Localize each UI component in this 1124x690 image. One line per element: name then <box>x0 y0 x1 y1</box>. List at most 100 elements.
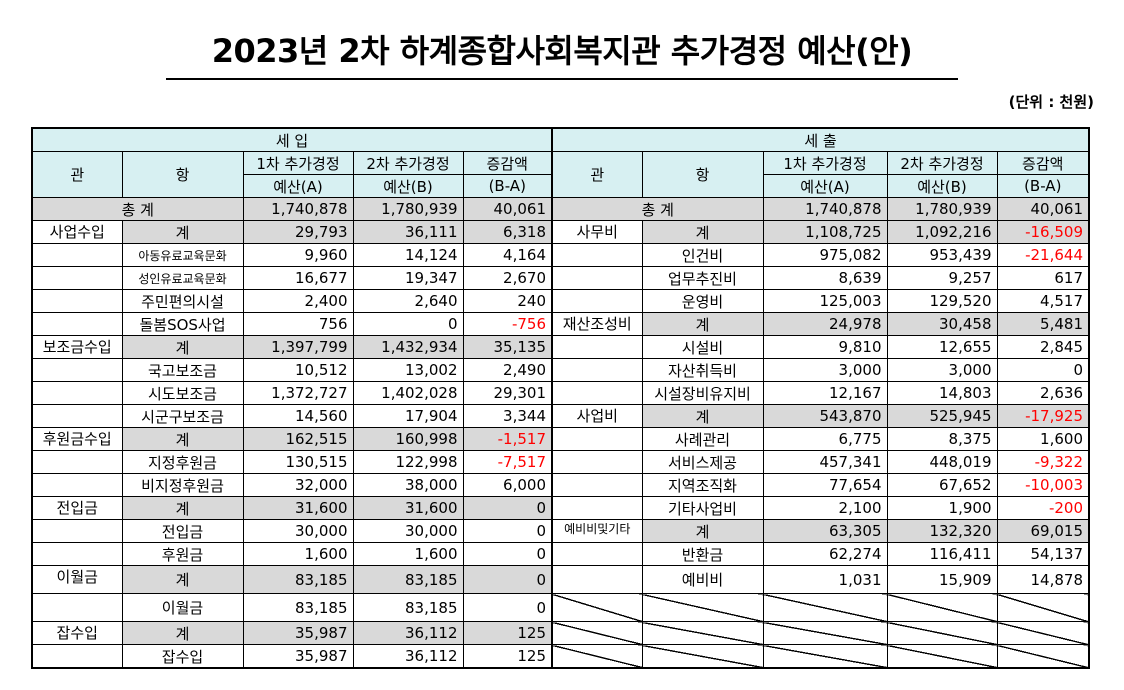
table-row: 국고보조금 10,512 13,002 2,490 자산취득비 3,000 3,000 0 <box>31 358 1090 382</box>
income-a-cell: 83,185 <box>242 565 354 594</box>
expense-a-cell: 1,108,725 <box>762 220 888 244</box>
title-underline <box>166 78 958 80</box>
expense-hang-cell: 자산취득비 <box>641 358 764 382</box>
expense-hang-cell: 시설비 <box>641 335 764 359</box>
expense-total-b: 1,780,939 <box>886 197 998 221</box>
income-hang-cell: 비지정후원금 <box>121 473 244 497</box>
expense-gwan-cell <box>551 542 643 566</box>
expense-diff-cell: -10,003 <box>996 473 1090 497</box>
table-row: 비지정후원금 32,000 38,000 6,000 지역조직화 77,654 67,652… <box>31 473 1090 497</box>
income-total-a: 1,740,878 <box>242 197 354 221</box>
income-diff-cell: 0 <box>462 593 553 622</box>
income-b-cell: 1,402,028 <box>352 381 464 405</box>
income-diff-cell: -1,517 <box>462 427 553 451</box>
expense-diff-cell: -17,925 <box>996 404 1090 428</box>
income-hang-cell: 계 <box>121 565 244 594</box>
empty-slash-cell <box>551 593 643 622</box>
income-gwan-cell: 잡수입 <box>31 621 123 645</box>
expense-diff-cell: 5,481 <box>996 312 1090 336</box>
income-b-cell: 160,998 <box>352 427 464 451</box>
income-b-cell: 2,640 <box>352 289 464 313</box>
empty-slash-cell <box>886 644 998 669</box>
empty-slash-cell <box>762 621 888 645</box>
income-diff-cell: 0 <box>462 519 553 543</box>
empty-slash-cell <box>641 593 764 622</box>
income-hang-cell: 계 <box>121 427 244 451</box>
income-hang-cell: 돌봄SOS사업 <box>121 312 244 336</box>
expense-total-label: 총 계 <box>551 197 764 221</box>
income-diff-cell: 125 <box>462 621 553 645</box>
expense-a-cell: 3,000 <box>762 358 888 382</box>
empty-slash-cell <box>551 644 643 669</box>
income-a-cell: 30,000 <box>242 519 354 543</box>
expense-b-cell: 448,019 <box>886 450 998 474</box>
expense-gwan-cell: 재산조성비 <box>551 312 643 336</box>
income-a-cell: 10,512 <box>242 358 354 382</box>
expense-diff-cell: 69,015 <box>996 519 1090 543</box>
table-row: 전입금 계 31,600 31,600 0 기타사업비 2,100 1,900 -200 <box>31 496 1090 520</box>
expense-hang-cell: 예비비 <box>641 565 764 594</box>
expense-gwan-cell <box>551 381 643 405</box>
budget-table: 세 입 세 출 관 항 1차 추가경정 2차 추가경정 증감액 관 항 1차 추… <box>31 127 1090 669</box>
expense-gwan-header: 관 <box>551 151 643 198</box>
expense-hang-cell: 시설장비유지비 <box>641 381 764 405</box>
expense-a-cell: 1,031 <box>762 565 888 594</box>
expense-gwan-cell <box>551 358 643 382</box>
expense-first-header: 1차 추가경정 <box>762 151 888 175</box>
table-row: 시군구보조금 14,560 17,904 3,344 사업비 계 543,870 525,94… <box>31 404 1090 428</box>
income-hang-cell: 계 <box>121 496 244 520</box>
income-b-cell: 14,124 <box>352 243 464 267</box>
expense-diff-cell: 14,878 <box>996 565 1090 594</box>
expense-diff-cell: 0 <box>996 358 1090 382</box>
expense-diff-header: 증감액 <box>996 151 1090 175</box>
expense-total-a: 1,740,878 <box>762 197 888 221</box>
expense-b-cell: 129,520 <box>886 289 998 313</box>
income-diff-cell: 125 <box>462 644 553 669</box>
expense-a-cell: 125,003 <box>762 289 888 313</box>
income-diff-cell: 0 <box>462 565 553 594</box>
table-row: 주민편의시설 2,400 2,640 240 운영비 125,003 129,520 4,51… <box>31 289 1090 313</box>
expense-b-cell: 953,439 <box>886 243 998 267</box>
table-row: 성인유료교육문화 16,677 19,347 2,670 업무추진비 8,639 9,257… <box>31 266 1090 290</box>
income-b-cell: 13,002 <box>352 358 464 382</box>
income-b-cell: 19,347 <box>352 266 464 290</box>
income-a-cell: 83,185 <box>242 593 354 622</box>
income-a-cell: 1,600 <box>242 542 354 566</box>
income-hang-cell: 국고보조금 <box>121 358 244 382</box>
income-diff-cell: 0 <box>462 496 553 520</box>
expense-gwan-cell <box>551 565 643 594</box>
income-a-cell: 35,987 <box>242 644 354 669</box>
expense-a-cell: 457,341 <box>762 450 888 474</box>
expense-a-cell: 8,639 <box>762 266 888 290</box>
expense-b-cell: 8,375 <box>886 427 998 451</box>
income-second-sub: 예산(B) <box>352 174 464 198</box>
expense-hang-cell: 반환금 <box>641 542 764 566</box>
income-hang-cell: 시군구보조금 <box>121 404 244 428</box>
table-row: 잡수입 35,987 36,112 125 <box>31 644 1090 669</box>
income-a-cell: 756 <box>242 312 354 336</box>
income-diff-cell: 3,344 <box>462 404 553 428</box>
expense-a-cell: 2,100 <box>762 496 888 520</box>
expense-a-cell: 63,305 <box>762 519 888 543</box>
income-hang-cell: 아동유료교육문화 <box>121 243 244 267</box>
table-row: 후원금수입 계 162,515 160,998 -1,517 사례관리 6,775 8,375… <box>31 427 1090 451</box>
expense-b-cell: 14,803 <box>886 381 998 405</box>
expense-hang-cell: 운영비 <box>641 289 764 313</box>
expense-diff-cell: 54,137 <box>996 542 1090 566</box>
income-gwan-cell <box>31 542 123 566</box>
income-gwan-cell: 사업수입 <box>31 220 123 244</box>
empty-slash-cell <box>996 593 1090 622</box>
expense-hang-cell: 계 <box>641 519 764 543</box>
income-a-cell: 130,515 <box>242 450 354 474</box>
income-b-cell: 36,112 <box>352 621 464 645</box>
expense-b-cell: 1,092,216 <box>886 220 998 244</box>
expense-a-cell: 9,810 <box>762 335 888 359</box>
income-first-sub: 예산(A) <box>242 174 354 198</box>
income-gwan-cell: 이월금 <box>31 565 123 594</box>
table-row: 이월금 계 83,185 83,185 0 예비비 1,031 15,909 14,878 <box>31 565 1090 594</box>
income-hang-cell: 계 <box>121 335 244 359</box>
expense-gwan-cell <box>551 450 643 474</box>
expense-b-cell: 12,655 <box>886 335 998 359</box>
expense-b-cell: 1,900 <box>886 496 998 520</box>
income-a-cell: 162,515 <box>242 427 354 451</box>
